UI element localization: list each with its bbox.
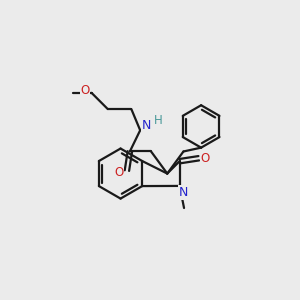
Text: O: O xyxy=(80,84,90,97)
Text: N: N xyxy=(142,119,151,132)
Text: O: O xyxy=(201,152,210,165)
Text: H: H xyxy=(154,114,162,127)
Text: N: N xyxy=(178,186,188,199)
Text: O: O xyxy=(114,167,124,179)
